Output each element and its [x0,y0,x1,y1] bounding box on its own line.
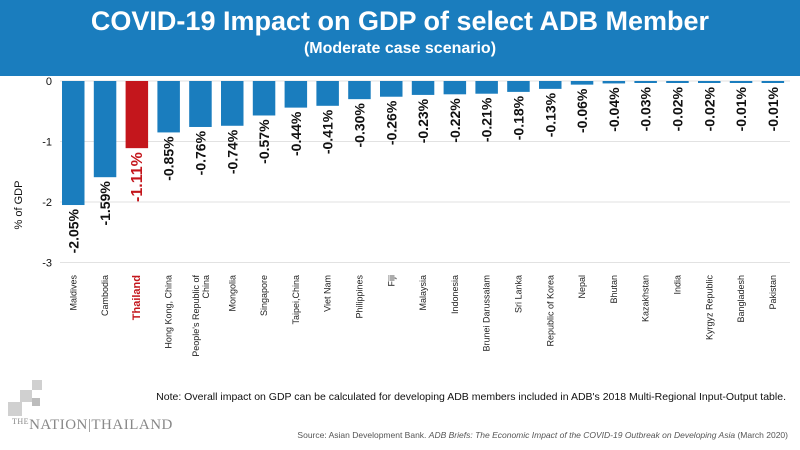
category-label: Maldives [68,275,78,311]
bar [380,81,403,97]
category-label: Kazakhstan [641,275,651,322]
nation-thailand-logo: THENATION|THAILAND [8,380,172,440]
source-citation: Source: Asian Development Bank. ADB Brie… [297,430,788,440]
source-title: ADB Briefs: The Economic Impact of the C… [428,430,736,440]
data-label: -0.23% [415,98,431,143]
y-tick-label: 0 [46,76,52,88]
bar [698,81,721,83]
category-label: Republic of Korea [545,275,555,347]
category-labels: Maldives Cambodia Thailand Hong Kong, China… [68,275,778,357]
data-label: -0.01% [733,86,749,131]
bar [157,81,180,133]
data-label: -0.22% [447,98,463,143]
bar [602,81,626,84]
category-label: Philippines [354,275,364,319]
bar [252,81,276,116]
data-label: -0.03% [638,86,654,131]
bar [634,81,657,83]
bar [411,81,435,95]
category-label: Hong Kong, China [164,275,174,349]
data-labels: -2.05% -1.59% -1.11% -0.85% -0.76% -0.74% -0.5… [65,86,781,253]
y-tick-label: -3 [42,258,52,270]
bar [316,81,339,106]
data-label: -0.74% [224,129,240,174]
category-label: Viet Nam [323,275,333,312]
data-label: -0.02% [669,86,685,131]
category-label: Nepal [577,275,587,299]
bar [666,81,689,83]
bar [284,81,308,108]
category-label: Pakistan [768,275,778,310]
data-label: -0.57% [256,119,272,164]
category-label: Bangladesh [736,275,746,323]
chart-subtitle: (Moderate case scenario) [303,40,497,57]
y-ticks: 0 -1 -2 -3 [42,76,52,270]
header-banner: COVID-19 Impact on GDP of select ADB Mem… [0,0,800,76]
bar [507,81,530,92]
bar [570,81,594,85]
category-label: Sri Lanka [513,275,523,313]
data-label: -2.05% [65,208,81,253]
y-tick-label: -2 [42,197,52,209]
data-label: -1.11% [129,152,146,202]
category-label: Kyrgyz Republic [704,275,714,341]
source-prefix: Source: Asian Development Bank. [297,430,429,440]
footnote: Note: Overall impact on GDP can be calcu… [156,391,786,403]
data-label: -0.30% [351,103,367,148]
category-label: Indonesia [450,275,460,314]
bar [189,81,212,127]
data-label: -0.18% [510,95,526,140]
data-label: -1.59% [97,181,113,226]
logo-the: THE [12,417,30,426]
category-label: India [672,275,682,295]
data-label: -0.41% [320,109,336,154]
bar [761,81,785,83]
category-label: Brunei Darussalam [482,275,492,352]
data-label: -0.44% [288,111,304,156]
y-axis-label: % of GDP [13,181,25,230]
data-label: -0.26% [383,100,399,145]
category-label: Cambodia [100,275,110,316]
category-label: Taipei,China [291,275,301,325]
data-label: -0.02% [701,86,717,131]
data-label: -0.85% [161,136,177,181]
bar [475,81,498,94]
logo-text: NATION|THAILAND [29,417,173,433]
data-label: -0.21% [479,97,495,142]
bar [729,81,753,83]
data-label: -0.04% [606,87,622,132]
category-label: Singapore [259,275,269,316]
category-label: Fiji [386,275,396,287]
bar [539,81,562,89]
data-label: -0.13% [542,92,558,137]
data-label: -0.01% [765,86,781,131]
category-label: Mongolia [227,275,237,312]
bar [348,81,371,100]
logo-wordmark: THENATION|THAILAND [12,417,173,434]
bars [62,81,785,206]
category-label: Thailand [131,275,143,320]
y-tick-label: -1 [42,137,52,149]
bar [93,81,117,178]
bar [221,81,244,126]
bar [443,81,467,95]
source-suffix: (March 2020) [735,430,788,440]
category-label: People's Republic ofChina [191,275,211,357]
category-label: Bhutan [609,275,619,304]
bar-chart: 0 -1 -2 -3 -2.05% -1.59% -1.11% -0.85% -0.76% -0… [13,76,790,357]
bar [125,81,149,149]
category-label: Malaysia [418,275,428,311]
chart-title: COVID-19 Impact on GDP of select ADB Mem… [90,6,710,36]
bar [62,81,85,206]
data-label: -0.06% [574,88,590,133]
data-label: -0.76% [192,130,208,175]
